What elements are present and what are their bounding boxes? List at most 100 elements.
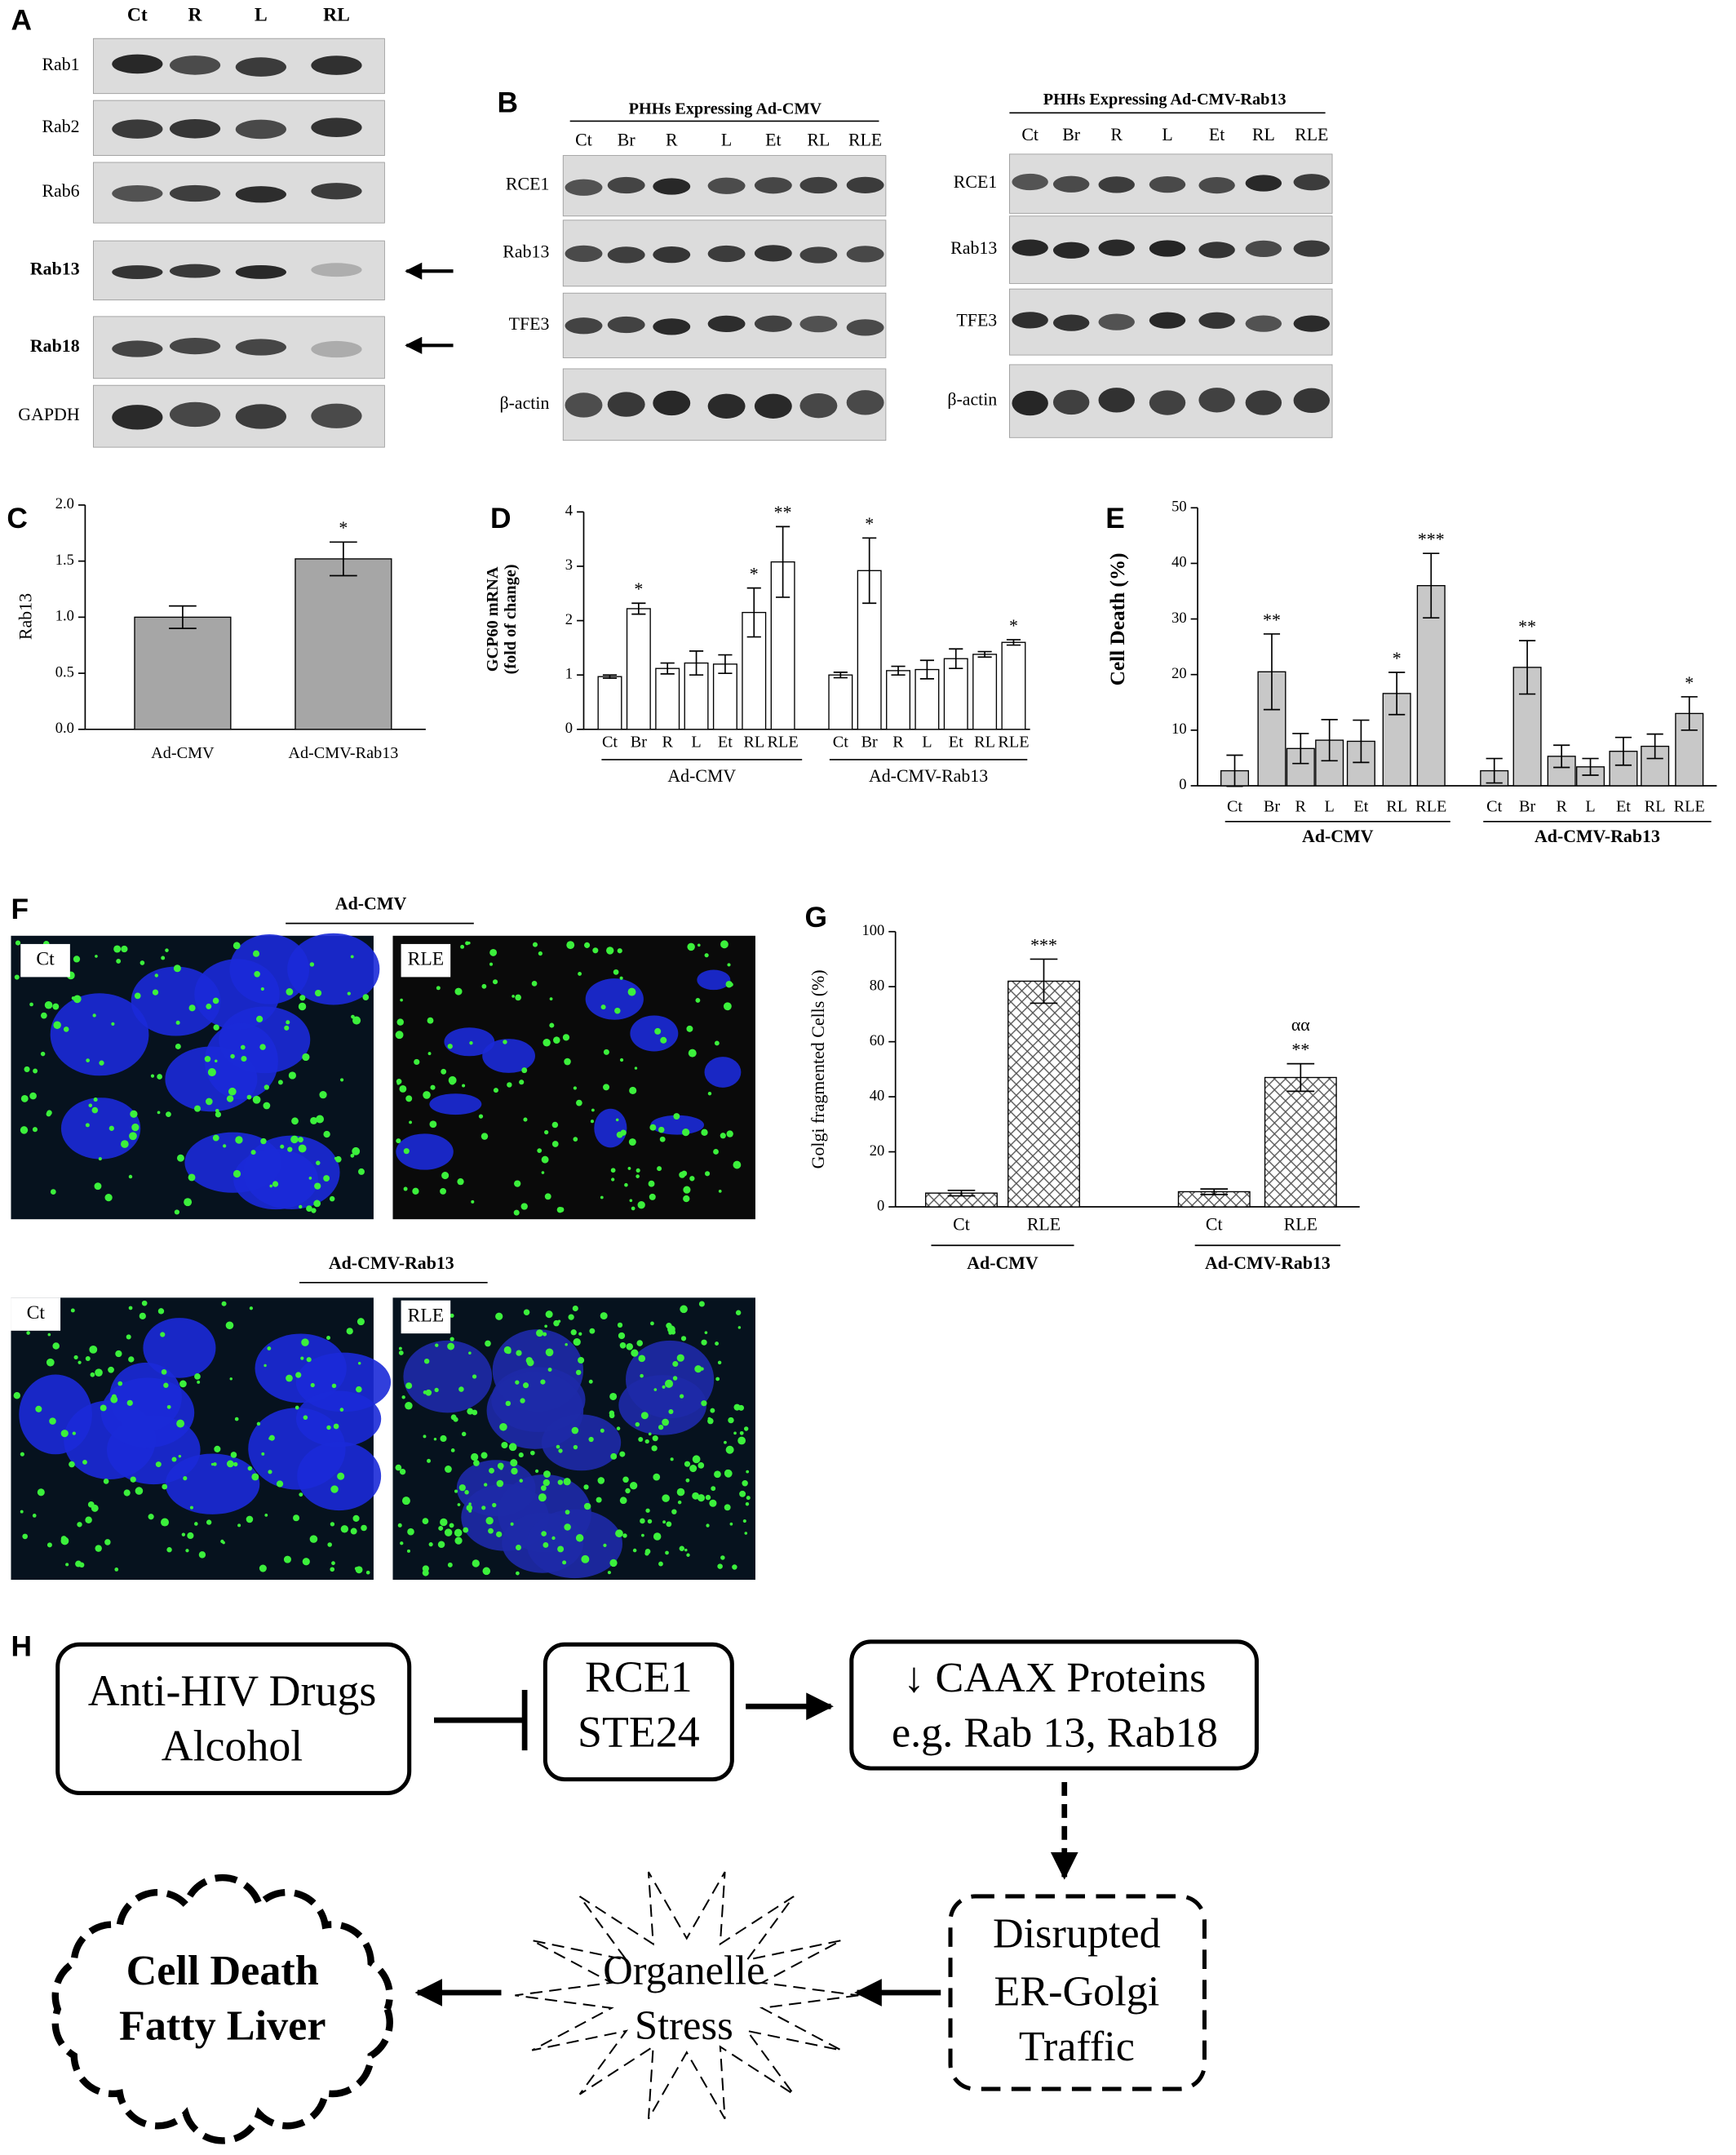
golgi-dot <box>648 1180 655 1187</box>
golgi-dot <box>683 1186 691 1194</box>
golgi-dot <box>280 1144 285 1149</box>
golgi-dot <box>659 1136 666 1142</box>
lane-label: L <box>721 130 732 150</box>
golgi-dot <box>40 1012 47 1019</box>
golgi-dot <box>591 1108 595 1112</box>
golgi-dot <box>189 1505 194 1510</box>
x-tick-label: RL <box>1645 798 1666 816</box>
golgi-dot <box>252 950 260 957</box>
golgi-dot <box>725 981 733 988</box>
golgi-dot <box>206 1519 212 1525</box>
golgi-dot <box>340 1078 344 1082</box>
group-title: PHHs Expressing Ad-CMV <box>629 100 822 118</box>
golgi-dot <box>557 1319 561 1324</box>
golgi-dot <box>485 1517 494 1525</box>
golgi-dot <box>241 1055 247 1062</box>
golgi-dot <box>538 1493 547 1502</box>
node-text: Fatty Liver <box>119 2002 326 2049</box>
nucleus <box>626 1340 715 1419</box>
band <box>1098 388 1135 413</box>
golgi-dot <box>141 1300 148 1306</box>
golgi-dot <box>95 1545 102 1552</box>
golgi-dot <box>573 1137 578 1142</box>
band <box>653 318 691 335</box>
golgi-dot <box>152 989 159 995</box>
golgi-dot <box>46 1542 52 1548</box>
lane-label: Et <box>765 130 781 150</box>
golgi-dot <box>128 1306 133 1310</box>
golgi-dot <box>551 1536 556 1541</box>
golgi-dot <box>668 1409 674 1415</box>
golgi-dot <box>60 1430 69 1438</box>
row-label: Rab2 <box>42 116 79 136</box>
golgi-dot <box>235 1136 243 1144</box>
golgi-dot <box>194 1373 201 1380</box>
golgi-dot <box>684 1461 691 1467</box>
golgi-dot <box>565 1343 568 1346</box>
lane-label: Ct <box>575 130 592 150</box>
golgi-dot <box>619 1058 624 1062</box>
golgi-dot <box>400 998 403 1002</box>
golgi-dot <box>254 971 260 978</box>
golgi-dot <box>653 1532 662 1541</box>
golgi-dot <box>695 998 701 1003</box>
golgi-dot <box>339 1408 344 1412</box>
golgi-dot <box>733 1431 737 1435</box>
x-tick-label: Ct <box>1486 798 1502 816</box>
row-label: Rab1 <box>42 54 79 74</box>
y-tick-label: 0 <box>565 720 573 737</box>
bar <box>597 676 622 730</box>
golgi-dot <box>316 1160 321 1165</box>
golgi-dot <box>352 1514 360 1522</box>
golgi-dot <box>111 1022 115 1026</box>
nucleus <box>243 1135 340 1210</box>
golgi-dot <box>664 1379 674 1388</box>
golgi-dot <box>176 1154 184 1162</box>
nucleus <box>403 1340 493 1413</box>
golgi-dot <box>212 1134 219 1142</box>
golgi-dot <box>50 1189 56 1195</box>
golgi-dot <box>666 1323 672 1329</box>
group-label: Ad-CMV <box>667 765 736 786</box>
golgi-dot <box>334 1156 338 1160</box>
golgi-dot <box>744 1532 748 1535</box>
golgi-dot <box>726 1130 733 1137</box>
x-tick-label: Ct <box>833 733 848 751</box>
golgi-dot <box>584 942 591 948</box>
group-label: Ad-CMV-Rab13 <box>1205 1253 1331 1273</box>
golgi-dot <box>606 947 614 955</box>
band <box>1149 390 1186 415</box>
bar <box>134 616 232 730</box>
golgi-dot <box>616 1131 623 1138</box>
golgi-dot <box>63 1027 69 1032</box>
golgi-dot <box>32 1127 38 1133</box>
band <box>1293 315 1331 332</box>
x-tick-label: RLE <box>1415 798 1446 816</box>
golgi-dot <box>300 1356 304 1360</box>
row-label: TFE3 <box>509 313 550 334</box>
band <box>112 119 163 139</box>
golgi-dot <box>435 1343 439 1347</box>
golgi-dot <box>652 1435 658 1442</box>
golgi-dot <box>454 987 463 995</box>
golgi-dot <box>662 1494 670 1502</box>
golgi-dot <box>247 1465 253 1471</box>
x-tick-label: Ct <box>1227 798 1242 816</box>
golgi-dot <box>155 1461 162 1468</box>
golgi-dot <box>277 1080 283 1085</box>
golgi-dot <box>505 1400 512 1407</box>
node-text: Anti-HIV Drugs <box>88 1666 377 1715</box>
band <box>1052 175 1090 193</box>
golgi-dot <box>624 1182 628 1187</box>
golgi-dot <box>640 1518 645 1524</box>
golgi-dot <box>194 1105 202 1112</box>
golgi-dot <box>24 1066 30 1073</box>
bar <box>943 658 968 730</box>
golgi-dot <box>692 1492 700 1500</box>
golgi-dot <box>665 1550 669 1555</box>
golgi-dot <box>514 1180 521 1187</box>
golgi-dot <box>660 1036 667 1044</box>
golgi-dot <box>206 1003 212 1009</box>
golgi-dot <box>85 1355 91 1362</box>
x-tick-label: Br <box>1519 798 1535 816</box>
